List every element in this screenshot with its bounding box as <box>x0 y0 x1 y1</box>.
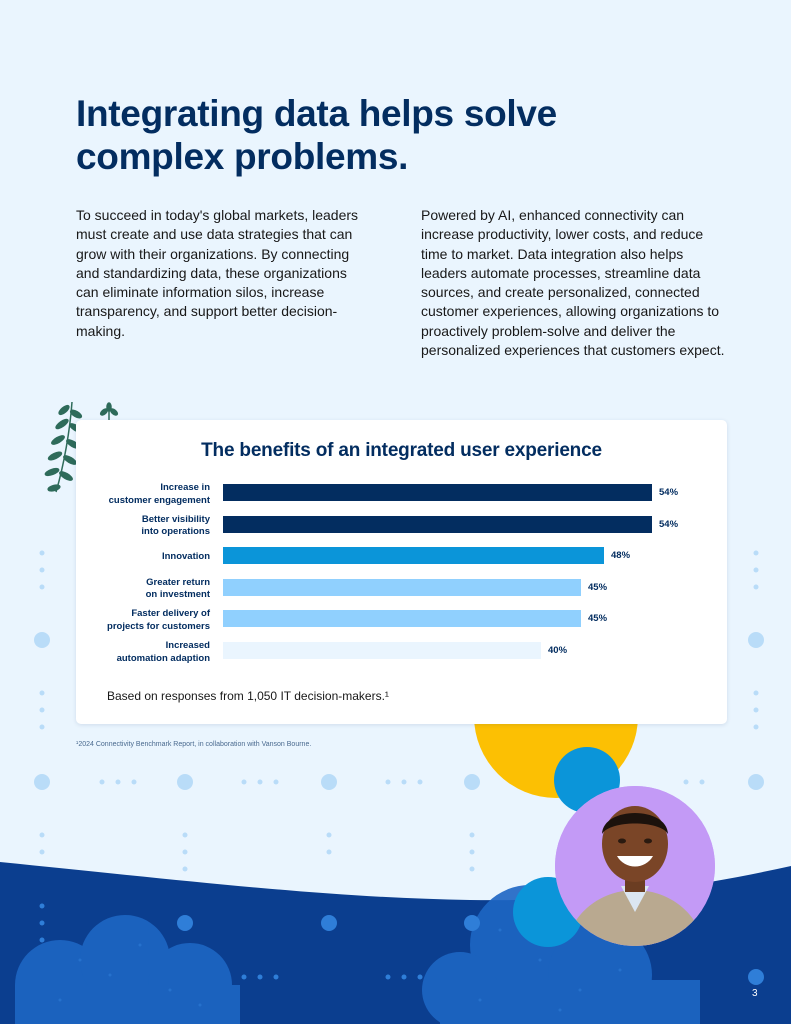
bar-label: Faster delivery of projects for customer… <box>70 608 210 633</box>
bar <box>223 484 652 501</box>
chart-title: The benefits of an integrated user exper… <box>76 440 727 462</box>
bar <box>223 579 581 596</box>
bar <box>223 547 604 564</box>
bar-row: Innovation 48% <box>76 545 727 575</box>
intro-paragraph-left: To succeed in today's global markets, le… <box>76 206 371 341</box>
bar-row: Greater return on investment 45% <box>76 577 727 607</box>
bar-label: Innovation <box>70 551 210 564</box>
page-headline: Integrating data helps solve complex pro… <box>76 92 676 178</box>
bar-row: Increased automation adaption 40% <box>76 640 727 670</box>
intro-paragraph-right: Powered by AI, enhanced connectivity can… <box>421 206 729 360</box>
portrait-photo <box>555 786 715 946</box>
bar <box>223 610 581 627</box>
chart-note: Based on responses from 1,050 IT decisio… <box>107 689 389 703</box>
chart-card: The benefits of an integrated user exper… <box>76 420 727 724</box>
bar <box>223 642 541 659</box>
bar-row: Faster delivery of projects for customer… <box>76 608 727 638</box>
bar-value-label: 48% <box>611 550 630 561</box>
bar-row: Better visibility into operations 54% <box>76 514 727 544</box>
bar-label: Increase in customer engagement <box>70 482 210 507</box>
bar-value-label: 40% <box>548 645 567 656</box>
bar-value-label: 54% <box>659 519 678 530</box>
bar-value-label: 54% <box>659 487 678 498</box>
bar-label: Increased automation adaption <box>70 640 210 665</box>
bar-value-label: 45% <box>588 613 607 624</box>
bar-value-label: 45% <box>588 582 607 593</box>
bar <box>223 516 652 533</box>
source-footnote: ¹2024 Connectivity Benchmark Report, in … <box>76 741 311 748</box>
bar-row: Increase in customer engagement 54% <box>76 482 727 512</box>
page-number: 3 <box>752 988 758 999</box>
bar-label: Greater return on investment <box>70 577 210 602</box>
bar-label: Better visibility into operations <box>70 514 210 539</box>
